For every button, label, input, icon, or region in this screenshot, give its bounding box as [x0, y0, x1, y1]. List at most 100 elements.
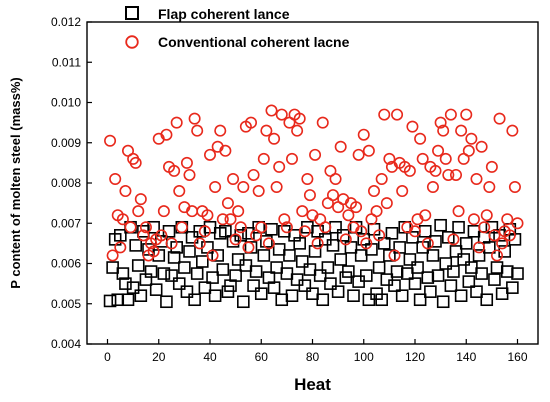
conventional-lance-point	[303, 189, 316, 202]
conventional-lance-point	[396, 185, 409, 198]
conventional-lance-point	[432, 144, 445, 157]
flap-lance-point	[375, 293, 388, 307]
conventional-lance-point	[116, 213, 129, 226]
flap-lance-point	[180, 285, 194, 298]
flap-lance-point	[329, 220, 342, 234]
flap-lance-point	[465, 261, 478, 274]
data-markers	[103, 104, 524, 309]
conventional-lance-point	[191, 124, 204, 137]
flap-lance-point	[188, 293, 201, 307]
conventional-lance-point	[129, 156, 142, 169]
conventional-lance-point	[204, 148, 217, 161]
conventional-lance-point	[242, 241, 255, 254]
flap-lance-point	[444, 279, 458, 292]
conventional-lance-point	[147, 245, 160, 258]
conventional-lance-point	[175, 221, 188, 234]
conventional-lance-point	[114, 241, 127, 254]
flap-lance-point	[385, 227, 399, 240]
flap-lance-point	[383, 249, 396, 262]
flap-lance-point	[452, 220, 465, 234]
conventional-lance-point	[488, 229, 501, 242]
x-tick-label: 140	[456, 350, 476, 364]
conventional-lance-point	[447, 233, 460, 246]
flap-lance-point	[295, 255, 309, 268]
flap-lance-point	[178, 261, 191, 274]
conventional-lance-point	[493, 112, 506, 125]
flap-lance-point	[467, 225, 481, 238]
flap-lance-point	[196, 255, 209, 268]
flap-lance-point	[393, 241, 406, 254]
flap-lance-point	[372, 261, 386, 274]
y-tick-label: 0.004	[51, 337, 81, 351]
conventional-lance-point	[137, 229, 150, 242]
conventional-lance-point	[342, 209, 355, 222]
conventional-lance-point	[221, 197, 234, 210]
flap-lance-point	[418, 225, 432, 238]
conventional-lance-point	[201, 209, 214, 222]
flap-lance-point	[306, 287, 319, 300]
conventional-lance-point	[234, 221, 247, 234]
flap-lance-point	[208, 289, 222, 303]
y-tick-label: 0.005	[51, 297, 81, 311]
x-tick-label: 20	[152, 350, 166, 364]
conventional-lance-point	[309, 148, 322, 161]
conventional-lance-point	[157, 205, 170, 218]
conventional-lance-point	[452, 205, 465, 218]
conventional-lance-point	[301, 172, 314, 185]
flap-lance-point	[480, 293, 494, 307]
conventional-lance-point	[455, 124, 468, 137]
conventional-lance-point	[419, 209, 432, 222]
conventional-lance-point	[227, 172, 240, 185]
flap-lance-point	[308, 245, 322, 258]
flap-lance-point	[411, 261, 424, 274]
flap-lance-point	[403, 253, 417, 266]
conventional-lance-point	[362, 144, 375, 157]
flap-lance-point	[190, 267, 204, 280]
flap-lance-point	[426, 249, 440, 262]
conventional-lance-point	[285, 152, 298, 165]
y-tick-label: 0.011	[52, 55, 81, 69]
flap-lance-point	[511, 267, 524, 280]
conventional-lance-point	[370, 205, 383, 218]
conventional-lance-point	[483, 181, 496, 194]
conventional-lance-point	[357, 128, 370, 141]
conventional-lance-point	[229, 233, 242, 246]
conventional-lance-point	[380, 197, 393, 210]
flap-lance-point	[134, 289, 148, 303]
flap-lance-point	[429, 235, 442, 248]
x-tick-label: 0	[104, 350, 111, 364]
flap-lance-point	[495, 287, 509, 300]
conventional-lance-point	[216, 213, 229, 226]
y-tick-label: 0.010	[51, 96, 81, 110]
flap-lance-point	[265, 222, 278, 236]
conventional-lance-point	[270, 181, 283, 194]
conventional-lance-point	[414, 132, 427, 145]
conventional-lance-point	[449, 168, 462, 181]
conventional-lance-point	[219, 144, 232, 157]
conventional-lance-point	[183, 168, 196, 181]
flap-lance-point	[219, 225, 232, 238]
flap-lance-point	[252, 220, 265, 234]
flap-lance-point	[506, 281, 519, 294]
conventional-lance-point	[503, 229, 516, 242]
conventional-lance-point	[193, 237, 206, 250]
flap-lance-point	[326, 239, 340, 252]
conventional-lance-point	[355, 225, 368, 238]
y-tick-label: 0.007	[51, 216, 81, 230]
flap-lance-point	[347, 289, 360, 303]
flap-lance-point	[449, 245, 463, 258]
conventional-lance-point	[278, 213, 291, 226]
conventional-lance-point	[496, 237, 509, 250]
flap-lance-point	[293, 237, 306, 250]
flap-lance-point	[116, 267, 130, 280]
flap-lance-point	[147, 220, 160, 234]
flap-lance-point	[354, 249, 368, 262]
flap-lance-point	[434, 218, 447, 232]
flap-lance-point	[257, 249, 271, 262]
flap-lance-point	[237, 295, 250, 309]
conventional-lance-point	[180, 156, 193, 169]
conventional-lance-point	[373, 229, 386, 242]
conventional-lance-point	[416, 152, 429, 165]
x-tick-label: 80	[306, 350, 320, 364]
